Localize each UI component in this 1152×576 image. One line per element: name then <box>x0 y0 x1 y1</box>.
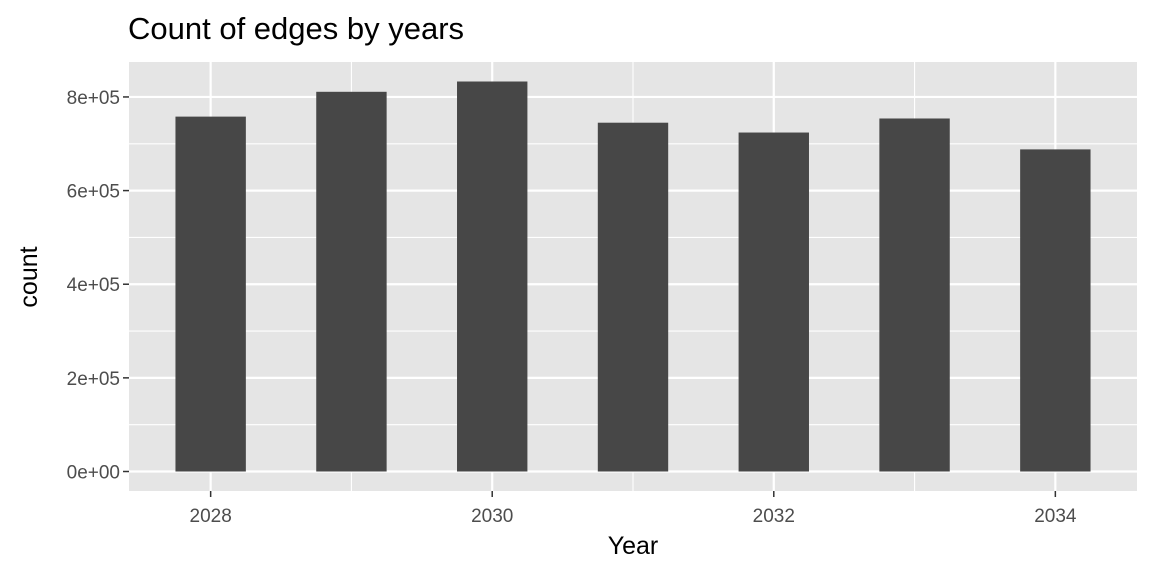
chart-title: Count of edges by years <box>128 11 464 46</box>
x-tick-label: 2030 <box>471 506 513 527</box>
x-tick-label: 2032 <box>753 506 795 527</box>
y-tick-label: 6e+05 <box>67 182 120 203</box>
bar-2033 <box>879 118 950 472</box>
bar-2028 <box>175 116 246 472</box>
bar-2029 <box>316 91 387 472</box>
x-tick-label: 2034 <box>1034 506 1077 527</box>
y-axis-title: count <box>15 246 43 307</box>
x-tick-label: 2028 <box>190 506 232 527</box>
y-tick-label: 4e+05 <box>67 275 120 296</box>
y-tick-label: 8e+05 <box>67 88 120 109</box>
y-tick-label: 0e+00 <box>67 463 120 484</box>
x-axis-title: Year <box>608 532 659 560</box>
x-axis: 2028 2030 2032 2034 <box>190 491 1077 527</box>
y-axis: 0e+00 2e+05 4e+05 6e+05 8e+05 <box>67 88 129 484</box>
bar-2032 <box>738 132 809 472</box>
y-tick-label: 2e+05 <box>67 369 120 390</box>
bars <box>175 81 1091 472</box>
bar-2030 <box>457 81 528 472</box>
bar-2031 <box>597 122 669 472</box>
bar-2034 <box>1020 149 1091 472</box>
